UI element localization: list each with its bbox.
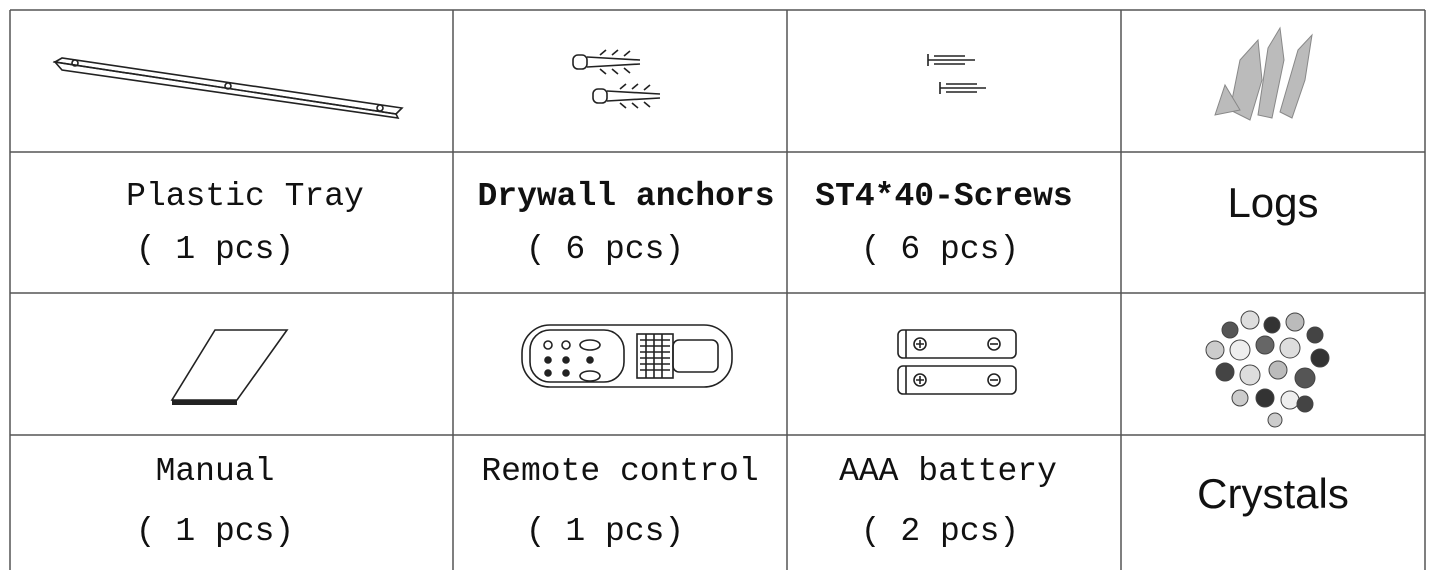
- battery-illustration: [897, 329, 1017, 395]
- item-quantity: ( 1 pcs): [526, 513, 684, 550]
- table-grid: [9, 9, 1426, 570]
- item-quantity: ( 6 pcs): [861, 231, 1019, 268]
- item-name: Logs: [1227, 179, 1318, 226]
- screws-illustration: [927, 54, 986, 94]
- item-name: Plastic Tray: [126, 178, 364, 215]
- item-quantity: ( 1 pcs): [136, 513, 294, 550]
- item-name: Crystals: [1197, 470, 1349, 517]
- anchors-illustration: [572, 49, 661, 109]
- crystals-illustration: [1205, 310, 1330, 428]
- tray-illustration: [52, 57, 404, 120]
- item-quantity: ( 2 pcs): [861, 513, 1019, 550]
- item-name: Drywall anchors: [477, 178, 774, 215]
- item-quantity: ( 1 pcs): [136, 231, 294, 268]
- item-name: Remote control: [481, 453, 758, 490]
- item-name: Manual: [156, 453, 275, 490]
- item-name: AAA battery: [839, 453, 1057, 490]
- manual-illustration: [170, 329, 289, 405]
- remote-illustration: [521, 324, 733, 388]
- logs-illustration: [1214, 26, 1313, 121]
- item-name: ST4*40-Screws: [815, 178, 1072, 215]
- item-quantity: ( 6 pcs): [526, 231, 684, 268]
